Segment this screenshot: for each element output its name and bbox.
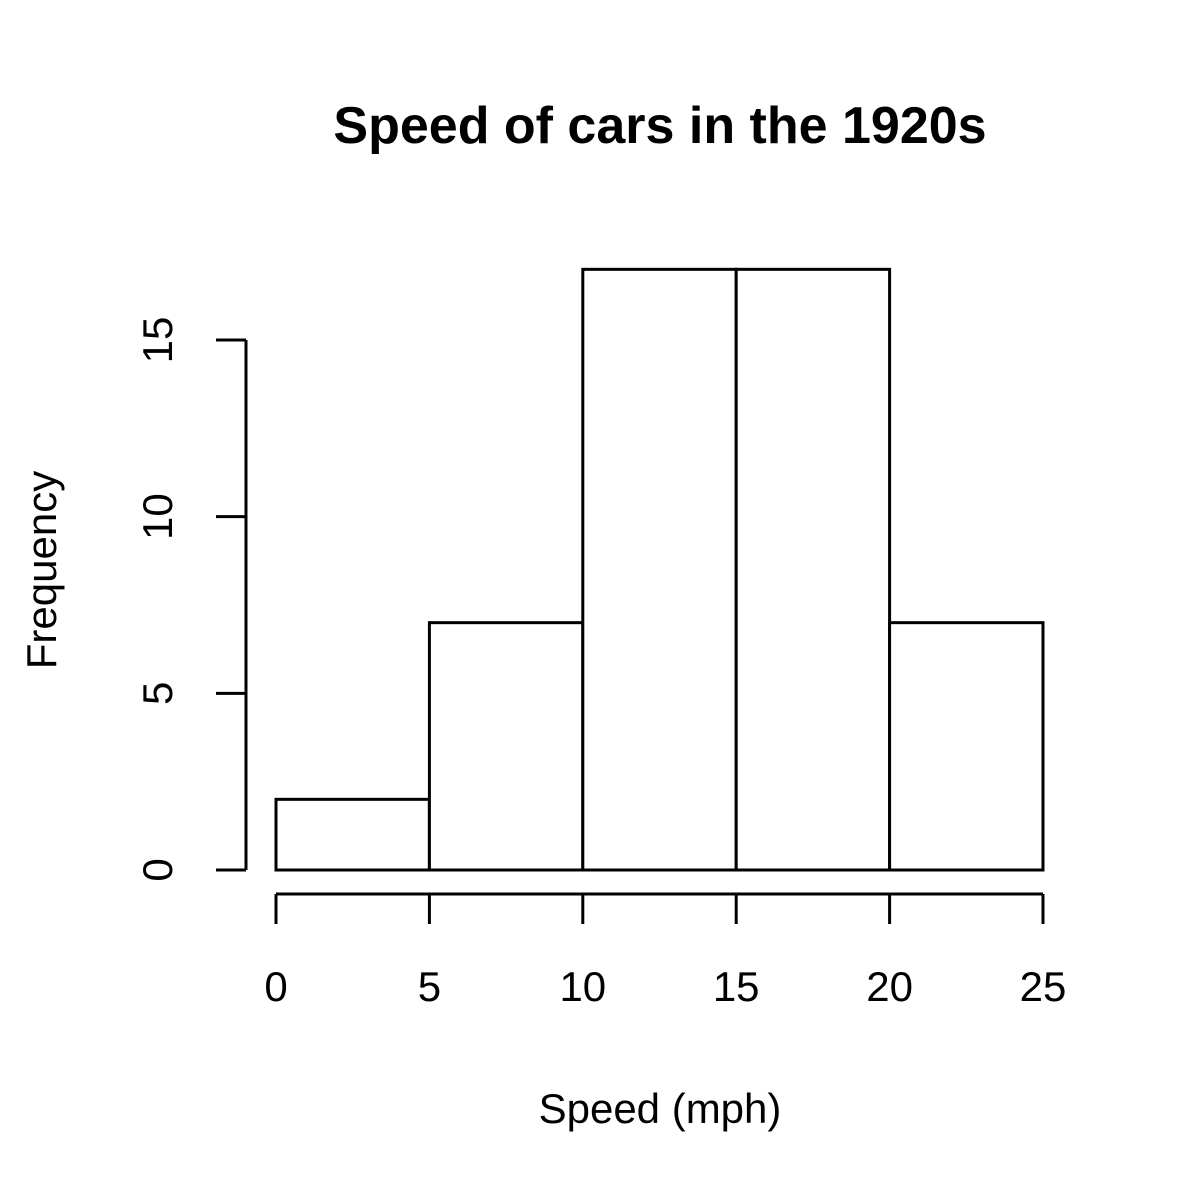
x-tick-label-4: 20 bbox=[866, 963, 913, 1010]
y-tick-label-0: 0 bbox=[134, 858, 181, 881]
chart-title: Speed of cars in the 1920s bbox=[333, 97, 986, 155]
y-tick-label-2: 10 bbox=[134, 493, 181, 540]
histogram-bar-4 bbox=[888, 621, 1045, 872]
histogram-bar-3 bbox=[734, 267, 892, 872]
histogram-bar-2 bbox=[581, 267, 738, 872]
histogram-bar-0 bbox=[274, 797, 431, 872]
y-axis: 0 5 10 15 bbox=[134, 317, 248, 882]
x-tick-label-2: 10 bbox=[559, 963, 606, 1010]
x-tick-label-3: 15 bbox=[713, 963, 760, 1010]
bars-group bbox=[274, 267, 1045, 872]
x-tick-label-5: 25 bbox=[1020, 963, 1067, 1010]
y-tick-label-3: 15 bbox=[134, 317, 181, 364]
x-tick-label-0: 0 bbox=[264, 963, 287, 1010]
x-tick-label-1: 5 bbox=[418, 963, 441, 1010]
x-axis-label: Speed (mph) bbox=[539, 1085, 782, 1132]
x-axis: 0 5 10 15 20 25 bbox=[264, 892, 1067, 1010]
y-axis-label: Frequency bbox=[18, 471, 65, 669]
histogram-bar-1 bbox=[427, 621, 585, 872]
y-tick-label-1: 5 bbox=[134, 682, 181, 705]
